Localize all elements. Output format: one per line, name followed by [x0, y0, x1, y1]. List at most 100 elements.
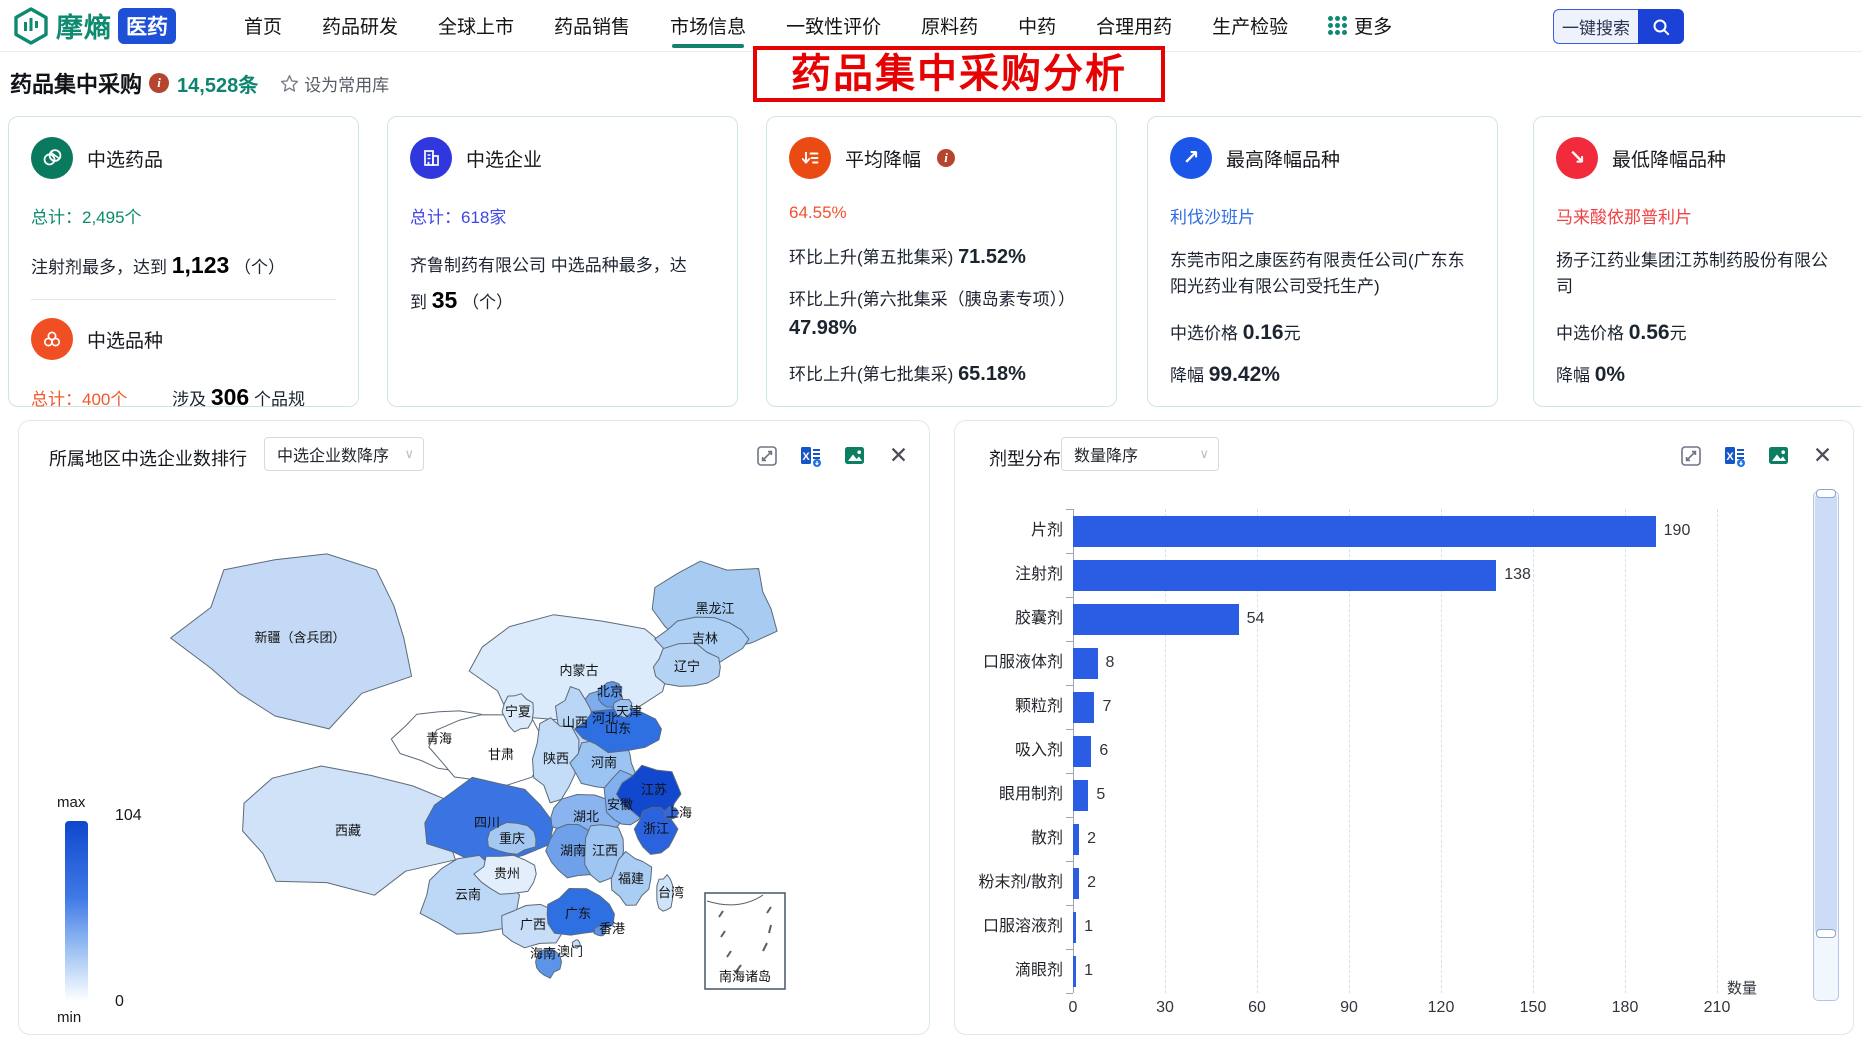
reduction-row: 环比上升(第五批集采) 71.52% — [789, 246, 1026, 268]
province-新疆[interactable] — [170, 553, 413, 730]
nav-item-1[interactable]: 药品研发 — [322, 17, 399, 38]
card-title: 平均降幅 — [845, 149, 922, 171]
bar-row: 1 — [1073, 905, 1717, 949]
bar-category-label: 眼用制剂 — [998, 786, 1063, 803]
top-navbar: 摩熵 医药 首页 药品研发 全球上市 药品销售 市场信息 一致性评价 原料药 中药 合理用药 生产… — [0, 0, 1862, 52]
province-label-江苏: 江苏 — [641, 782, 667, 797]
province-天津[interactable] — [613, 698, 633, 719]
province-重庆[interactable] — [487, 822, 537, 855]
region-sort-dropdown[interactable]: 中选企业数降序 ∨ — [264, 437, 424, 471]
y-tick-mark — [1066, 641, 1073, 642]
nav-item-5[interactable]: 一致性评价 — [786, 17, 882, 38]
gridline — [1625, 509, 1626, 993]
bar-category-label: 颗粒剂 — [1014, 698, 1063, 715]
search-input[interactable]: 一键搜索 — [1553, 9, 1638, 44]
brand-hexagon-icon — [14, 6, 48, 45]
excel-export-icon[interactable]: X — [1722, 443, 1747, 468]
province-澳门[interactable] — [571, 939, 581, 949]
bar-row: 1 — [1073, 949, 1717, 993]
bar-category-label: 胶囊剂 — [1014, 610, 1063, 627]
nav-item-8[interactable]: 合理用药 — [1096, 17, 1173, 38]
nav-item-7[interactable]: 中药 — [1018, 17, 1057, 38]
datazoom-handle-top[interactable] — [1816, 489, 1836, 498]
expand-icon[interactable] — [1678, 443, 1703, 468]
nav-more[interactable]: 更多 — [1328, 12, 1392, 39]
x-tick-label: 30 — [1156, 999, 1174, 1016]
province-label-北京: 北京 — [597, 684, 623, 699]
image-export-icon[interactable] — [842, 443, 867, 468]
expand-icon[interactable] — [754, 443, 779, 468]
brand-logo[interactable]: 摩熵 医药 — [12, 6, 176, 45]
province-海南[interactable] — [535, 947, 562, 979]
bar-value-label: 54 — [1246, 610, 1265, 627]
bar-row: 190 — [1073, 509, 1717, 553]
bar-胶囊剂[interactable] — [1073, 603, 1239, 635]
south-china-sea-inset: 南海诸岛 — [704, 892, 786, 990]
close-icon[interactable]: ✕ — [888, 442, 909, 468]
excel-export-icon[interactable]: X — [798, 443, 823, 468]
province-label-安徽: 安徽 — [607, 797, 633, 812]
province-香港[interactable] — [593, 925, 607, 937]
reduction-row: 环比上升(第七批集采) 65.18% — [789, 363, 1026, 386]
datazoom-handle-bottom[interactable] — [1816, 929, 1836, 938]
star-icon — [280, 74, 299, 92]
bar-眼用制剂[interactable] — [1073, 779, 1089, 811]
bar-片剂[interactable] — [1073, 515, 1656, 547]
image-export-icon[interactable] — [1766, 443, 1791, 468]
nav-item-3[interactable]: 药品销售 — [554, 17, 631, 38]
bar-吸入剂[interactable] — [1073, 735, 1092, 767]
bar-category-label: 口服液体剂 — [982, 654, 1063, 671]
province-陕西[interactable] — [532, 717, 580, 804]
legend-max-value: 104 — [115, 807, 142, 824]
province-台湾[interactable] — [656, 874, 674, 912]
nav-item-9[interactable]: 生产检验 — [1212, 17, 1289, 38]
record-count: 14,528条 — [177, 74, 259, 97]
bar-口服液体剂[interactable] — [1073, 647, 1098, 679]
info-icon[interactable]: i — [937, 149, 956, 167]
bar-value-label: 2 — [1087, 830, 1097, 847]
search-button[interactable] — [1638, 9, 1684, 44]
max-reduction-drug[interactable]: 利伐沙班片 — [1170, 208, 1255, 227]
province-福建[interactable] — [610, 851, 653, 906]
datazoom-selected-range[interactable] — [1815, 495, 1837, 933]
nav-item-2[interactable]: 全球上市 — [438, 17, 515, 38]
close-icon[interactable]: ✕ — [1812, 442, 1833, 468]
bar-category-label: 口服溶液剂 — [982, 918, 1063, 935]
bar-注射剂[interactable] — [1073, 559, 1497, 591]
x-tick-label: 210 — [1703, 999, 1731, 1016]
dosage-form-panel: 剂型分布 数量降序 ∨ X ✕ 片剂 注射剂 胶囊剂 口服液体剂 颗粒剂 吸入剂 眼用制剂 散剂… — [954, 420, 1854, 1035]
province-辽宁[interactable] — [652, 642, 721, 687]
info-icon[interactable]: i — [149, 73, 170, 93]
province-贵州[interactable] — [473, 854, 537, 895]
province-山东[interactable] — [574, 705, 662, 754]
set-favorite-button[interactable]: 设为常用库 — [280, 71, 389, 96]
y-tick-mark — [1066, 729, 1073, 730]
bar-category-label: 注射剂 — [1014, 566, 1063, 583]
bar-散剂[interactable] — [1073, 823, 1080, 855]
min-reduction-drug[interactable]: 马来酸依那普利片 — [1556, 208, 1692, 227]
bar-滴眼剂[interactable] — [1073, 955, 1077, 987]
bar-颗粒剂[interactable] — [1073, 691, 1095, 723]
varieties-total: 总计：400个 涉及 306 个品规 — [31, 384, 305, 410]
sort-descending-icon — [789, 137, 831, 179]
nav-item-4[interactable]: 市场信息 — [670, 0, 746, 51]
x-tick-label: 150 — [1519, 999, 1547, 1016]
apps-grid-icon — [1328, 16, 1348, 35]
nav-item-0[interactable]: 首页 — [244, 17, 283, 38]
y-tick-mark — [1066, 861, 1073, 862]
bar-粉末剂/散剂[interactable] — [1073, 867, 1080, 899]
nav-item-6[interactable]: 原料药 — [921, 17, 979, 38]
province-西藏[interactable] — [242, 765, 456, 896]
card-min-reduction: ↘ 最低降幅品种 马来酸依那普利片 扬子江药业集团江苏制药股份有限公司 中选价格… — [1533, 116, 1862, 407]
bar-口服溶液剂[interactable] — [1073, 911, 1077, 943]
province-宁夏[interactable] — [501, 693, 534, 733]
province-label-天津: 天津 — [616, 704, 642, 719]
dosage-sort-dropdown[interactable]: 数量降序 ∨ — [1061, 437, 1219, 471]
legend-gradient — [65, 821, 88, 1001]
province-label-广西: 广西 — [520, 917, 546, 932]
nav-more-label: 更多 — [1354, 17, 1393, 38]
province-上海[interactable] — [663, 806, 680, 820]
province-label-台湾: 台湾 — [658, 885, 684, 900]
page-header: 药品集中采购 i 14,528条 设为常用库 — [0, 53, 1862, 113]
